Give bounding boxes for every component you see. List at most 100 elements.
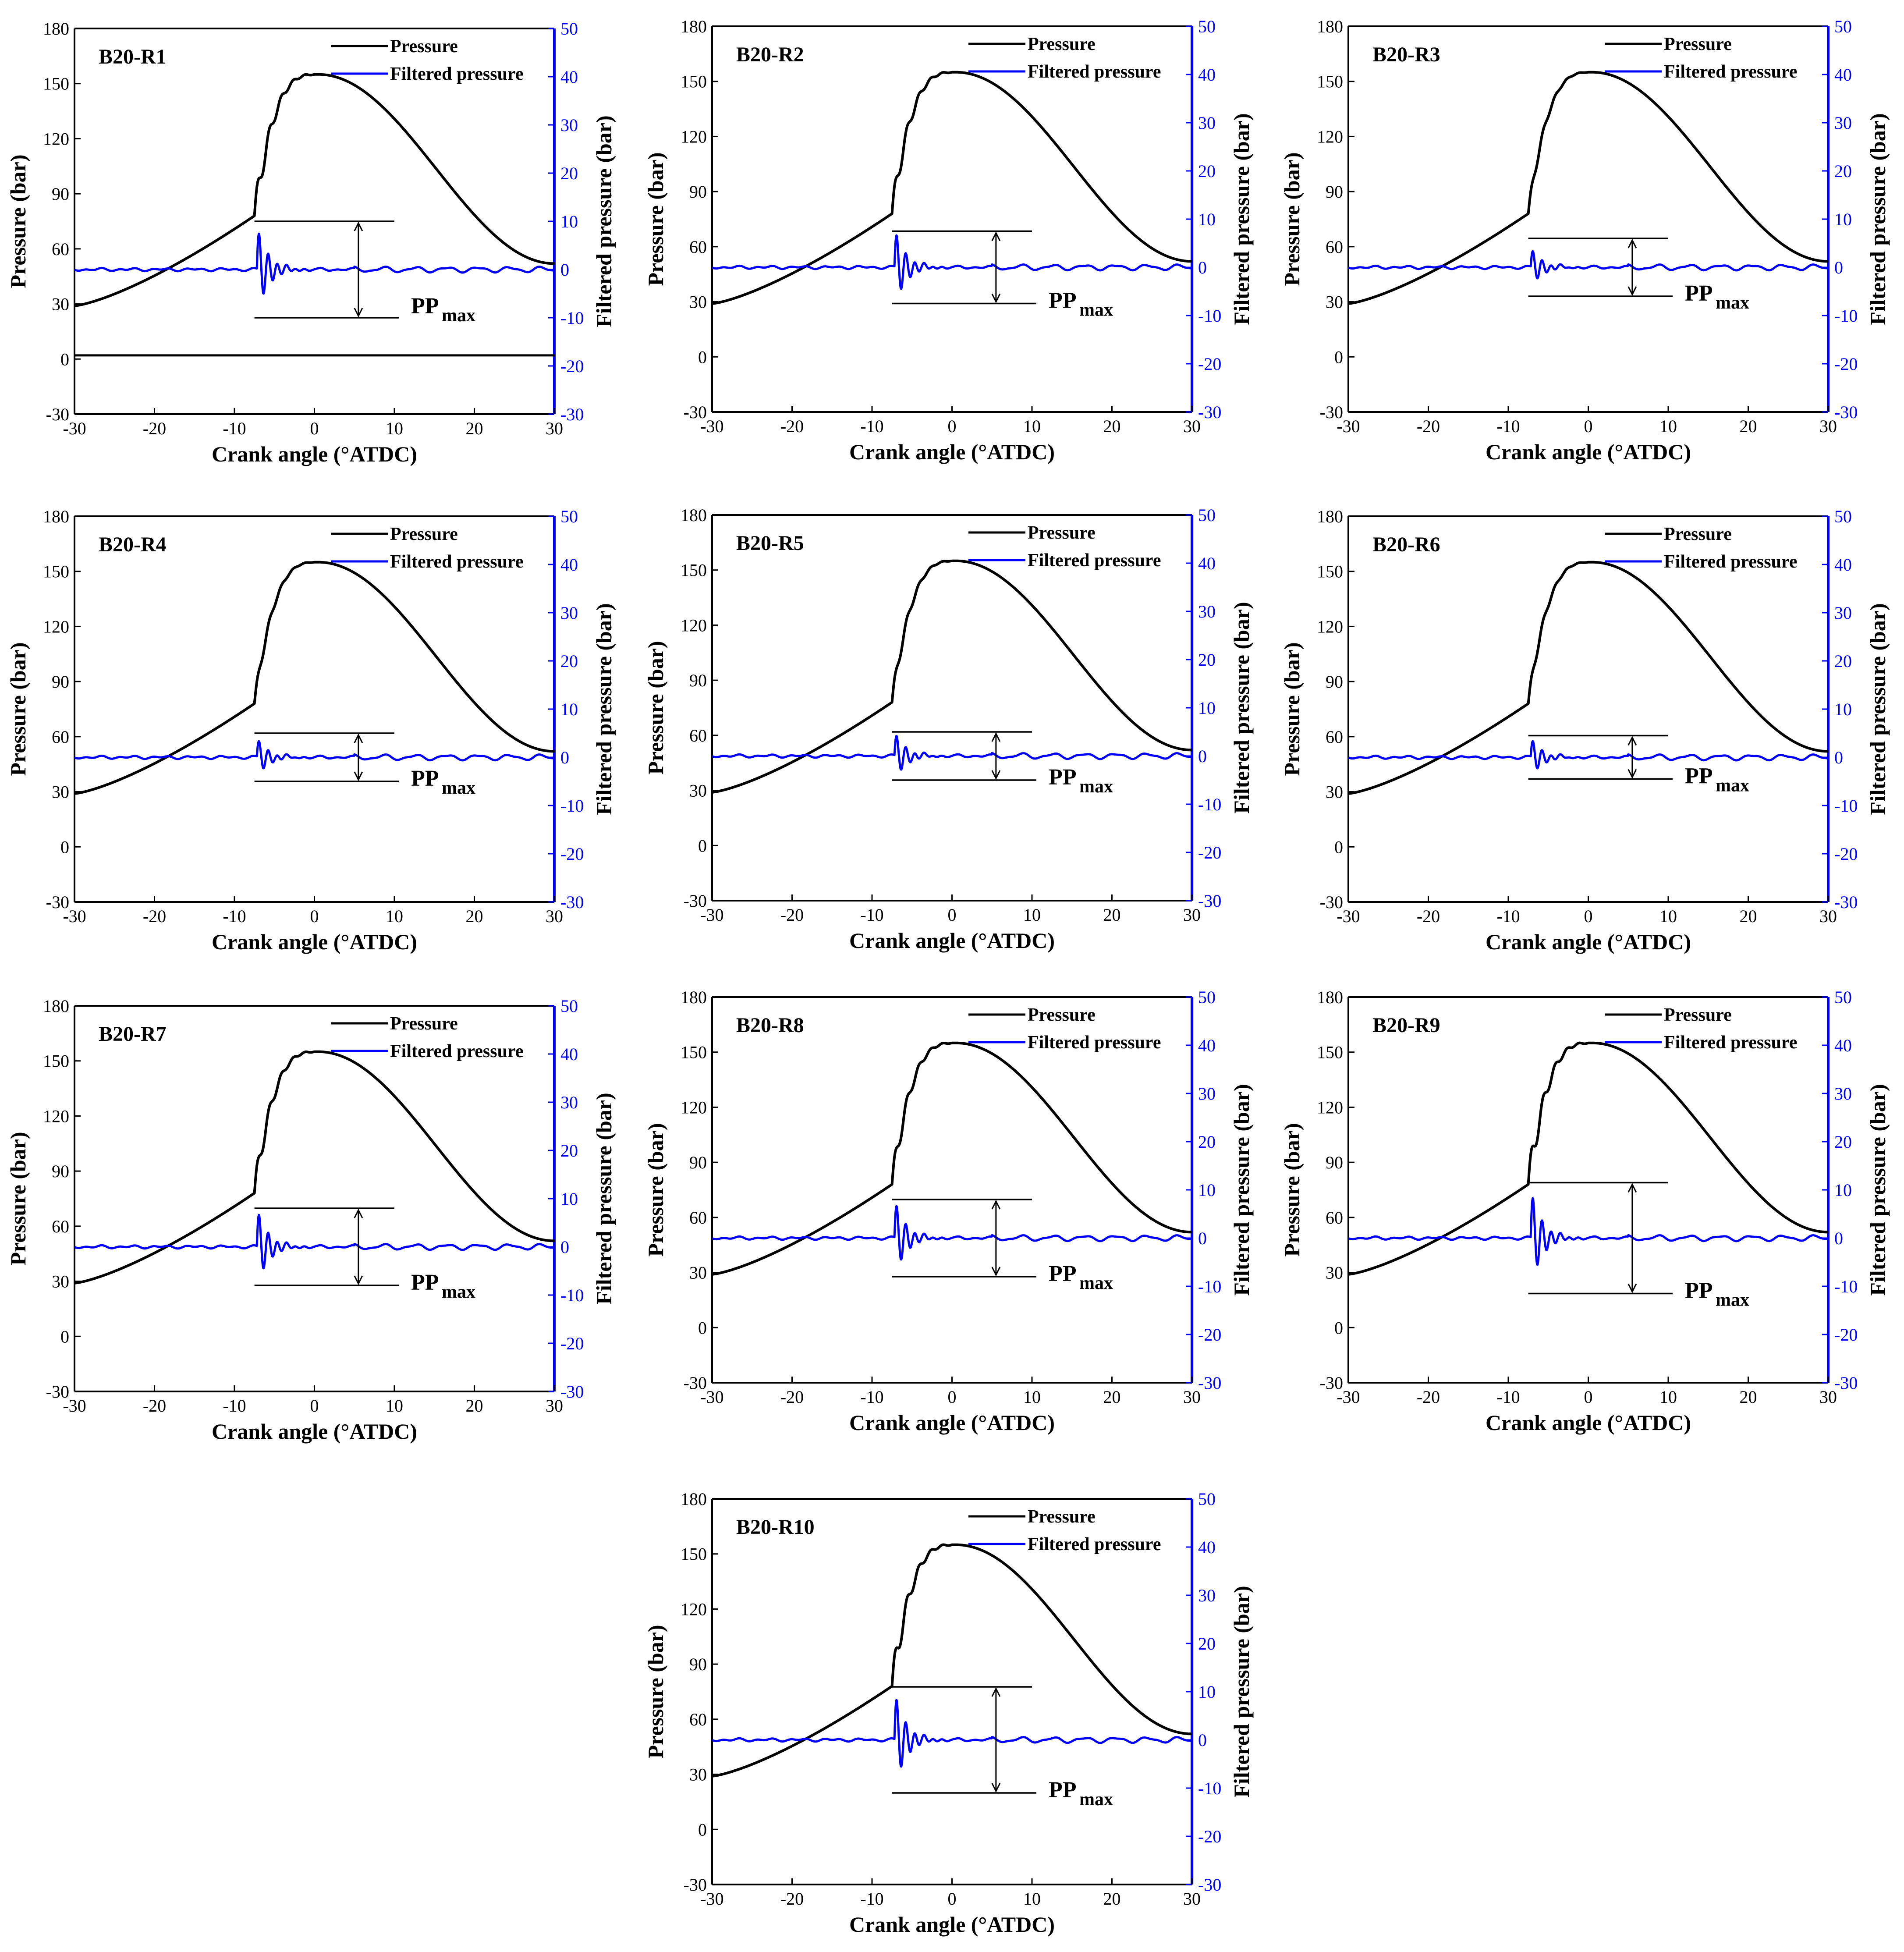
x-axis-title: Crank angle (°ATDC) (212, 1419, 417, 1444)
ppmax-arrow-up (1627, 238, 1637, 248)
x-tick-label: 10 (1659, 1387, 1677, 1407)
x-tick-label: 10 (386, 419, 403, 438)
y-tick-label: 30 (52, 782, 69, 802)
y2-tick-label: 10 (560, 699, 578, 719)
y2-tick-label: 0 (1834, 1228, 1843, 1248)
pressure-line (1347, 71, 1829, 305)
panel-title: B20-R3 (1372, 43, 1440, 66)
panel-title: B20-R7 (99, 1022, 167, 1046)
y2-tick-label: -30 (1834, 892, 1858, 912)
y2-tick-label: -20 (560, 1334, 584, 1353)
y2-tick-label: -30 (1198, 1373, 1221, 1393)
y-tick-label: 150 (681, 1043, 707, 1062)
y2-tick-label: 50 (1834, 17, 1852, 36)
x-tick-label: -20 (143, 906, 166, 926)
pressure-line (711, 1543, 1193, 1778)
y2-tick-label: 10 (1198, 1180, 1216, 1200)
y-tick-label: 30 (1326, 1263, 1343, 1283)
y-tick-label: 120 (43, 129, 69, 149)
y2-tick-label: 30 (1198, 113, 1216, 133)
chart-panel-7: -30 -20 -10 0 10 20 30-300306090120150180-30-2… (6, 996, 616, 1444)
y-axis-title: Pressure (bar) (1280, 642, 1304, 776)
ppmax-arrow-down (1627, 769, 1637, 779)
y2-tick-label: -30 (560, 405, 584, 424)
y2-tick-label: -10 (560, 796, 584, 816)
y2-tick-label: 10 (1834, 699, 1852, 719)
legend-filtered-label: Filtered pressure (1664, 552, 1797, 572)
ppmax-arrow-up (354, 733, 363, 743)
pressure-line (711, 71, 1193, 305)
y-axis-title: Pressure (bar) (6, 1132, 30, 1265)
y-tick-label: 180 (681, 987, 707, 1007)
y2-tick-label: 40 (1198, 554, 1216, 573)
y2-tick-label: 10 (1198, 209, 1216, 229)
y-tick-label: 150 (43, 1051, 69, 1071)
ppmax-subscript: max (1716, 293, 1749, 313)
x-tick-label: 20 (466, 419, 483, 438)
y2-tick-label: -10 (1834, 1277, 1858, 1296)
x-tick-label: 0 (310, 419, 319, 438)
legend-filtered-label: Filtered pressure (390, 1041, 523, 1061)
y-tick-label: 0 (1334, 837, 1343, 857)
y2-tick-label: -30 (1198, 891, 1221, 911)
x-tick-label: -20 (780, 1387, 804, 1407)
y2-tick-label: -20 (1834, 354, 1858, 374)
y2-tick-label: 10 (1834, 209, 1852, 229)
y2-tick-label: 50 (560, 19, 578, 39)
y2-tick-label: -30 (1198, 1875, 1221, 1895)
y2-axis-title: Filtered pressure (bar) (592, 1093, 616, 1304)
x-tick-label: -20 (143, 1396, 166, 1416)
filtered-pressure-line (711, 735, 1193, 771)
y2-tick-label: 30 (1198, 1084, 1216, 1104)
ppmax-arrow-up (991, 1200, 1001, 1210)
legend-filtered-label: Filtered pressure (1028, 62, 1161, 82)
y-tick-label: 150 (681, 561, 707, 580)
y2-tick-label: 10 (560, 212, 578, 231)
y2-tick-label: 40 (1834, 555, 1852, 575)
y2-tick-label: -20 (1198, 1827, 1221, 1846)
x-tick-label: -30 (63, 419, 86, 438)
x-tick-label: -20 (780, 905, 804, 925)
y2-tick-label: -10 (1834, 306, 1858, 326)
x-tick-label: 10 (386, 906, 403, 926)
y-tick-label: 90 (1326, 672, 1343, 692)
ppmax-subscript: max (1716, 1290, 1749, 1310)
y2-tick-label: 20 (1198, 1634, 1216, 1654)
y-tick-label: 90 (52, 672, 69, 692)
ppmax-arrow-down (991, 1783, 1001, 1793)
x-axis-title: Crank angle (°ATDC) (1486, 440, 1691, 464)
ppmax-label: PP (411, 1270, 439, 1295)
y-tick-label: 90 (52, 1161, 69, 1181)
filtered-pressure-line (711, 234, 1193, 290)
ppmax-label: PP (1685, 764, 1713, 789)
y-tick-label: -30 (46, 405, 69, 424)
y-tick-label: 120 (681, 615, 707, 635)
x-tick-label: 30 (1183, 1889, 1201, 1909)
ppmax-arrow-down (1627, 1283, 1637, 1293)
ppmax-subscript: max (442, 1282, 475, 1302)
y2-tick-label: -10 (1198, 1277, 1221, 1296)
y-tick-label: 0 (60, 1327, 69, 1346)
y2-tick-label: 40 (1834, 65, 1852, 85)
y2-tick-label: 40 (560, 67, 578, 87)
x-tick-label: 20 (1740, 416, 1757, 436)
y2-tick-label: 30 (1198, 602, 1216, 621)
filtered-pressure-line (1347, 250, 1829, 280)
chart-panel-1: -30 -20 -10 0 10 20 30-300306090120150180-30-2… (6, 19, 616, 466)
y-tick-label: 180 (43, 19, 69, 39)
ppmax-label: PP (411, 766, 439, 791)
y-tick-label: -30 (1320, 892, 1343, 912)
y2-tick-label: 40 (560, 555, 578, 575)
y-tick-label: 90 (1326, 1153, 1343, 1172)
y2-tick-label: 50 (1198, 987, 1216, 1007)
y-tick-label: 150 (1317, 562, 1343, 582)
y-tick-label: 120 (43, 617, 69, 636)
y2-tick-label: 50 (1198, 505, 1216, 525)
ppmax-arrow-down (991, 770, 1001, 780)
ppmax-subscript: max (1079, 777, 1113, 797)
x-tick-label: 0 (310, 1396, 319, 1416)
y2-axis-title: Filtered pressure (bar) (1865, 603, 1890, 815)
y-tick-label: 60 (1326, 237, 1343, 257)
ppmax-label: PP (1685, 1278, 1713, 1303)
